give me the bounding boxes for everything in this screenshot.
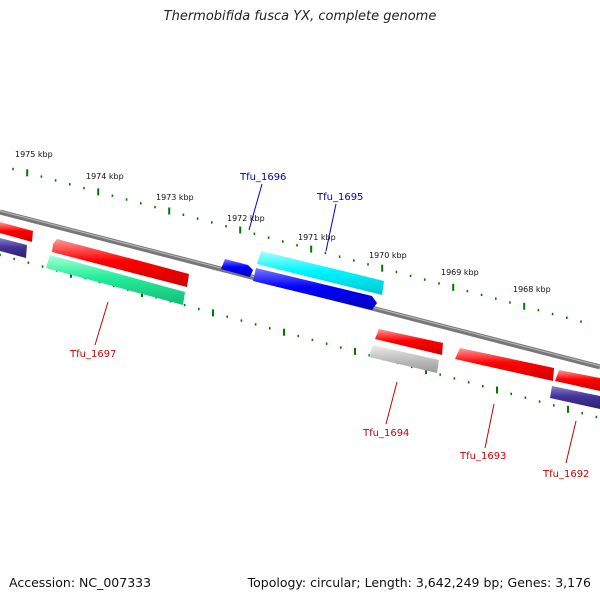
callout-line-tfu-1693: [484, 403, 495, 449]
scale-label: 1969 kbp: [441, 268, 479, 277]
scale-label: 1970 kbp: [369, 251, 407, 260]
scale-label: 1974 kbp: [86, 172, 124, 181]
gene-upper-right-red-3[interactable]: [555, 370, 600, 391]
gene-label-tfu-1697[interactable]: Tfu_1697: [69, 349, 116, 360]
scale-ticks-lower: [0, 253, 598, 419]
gene-tfu-1697[interactable]: [46, 255, 185, 305]
gene-upper-right-red-2[interactable]: [455, 348, 554, 381]
gene-tfu-1697-neighbor-red[interactable]: [52, 239, 189, 287]
scale-label: 1968 kbp: [513, 285, 551, 294]
callout-line-tfu-1695: [325, 203, 337, 252]
gene-label-tfu-1693[interactable]: Tfu_1693: [459, 451, 506, 462]
accession-text: Accession: NC_007333: [9, 575, 152, 590]
gene-label-tfu-1696[interactable]: Tfu_1696: [239, 172, 286, 183]
callout-line-tfu-1692: [565, 420, 577, 464]
scale-label: 1972 kbp: [227, 214, 265, 223]
gene-upper-left-red[interactable]: [0, 222, 33, 242]
gene-tfu-1692[interactable]: [550, 386, 600, 409]
gene-label-tfu-1694[interactable]: Tfu_1694: [362, 428, 409, 439]
callout-line-tfu-1694: [385, 381, 398, 425]
callout-line-tfu-1696: [248, 183, 263, 231]
gene-upper-right-red-1[interactable]: [375, 329, 443, 355]
scale-label: 1971 kbp: [298, 233, 336, 242]
gene-lower-left-dark[interactable]: [0, 238, 27, 258]
genome-summary-text: Topology: circular; Length: 3,642,249 bp…: [247, 575, 591, 590]
scale-label: 1973 kbp: [156, 193, 194, 202]
gene-tfu-1694[interactable]: [369, 345, 439, 373]
genome-title: Thermobifida fusca YX, complete genome: [163, 9, 437, 24]
gene-tfu-1696-partner-blue[interactable]: [253, 268, 377, 310]
gene-tfu-1695[interactable]: [257, 251, 384, 295]
callout-line-tfu-1697: [94, 301, 109, 346]
gene-label-tfu-1692[interactable]: Tfu_1692: [542, 469, 589, 480]
gene-tfu-1696[interactable]: [221, 259, 253, 277]
scale-label: 1975 kbp: [15, 150, 53, 159]
scale-ticks-upper: [12, 167, 582, 323]
gene-label-tfu-1695[interactable]: Tfu_1695: [316, 192, 363, 203]
